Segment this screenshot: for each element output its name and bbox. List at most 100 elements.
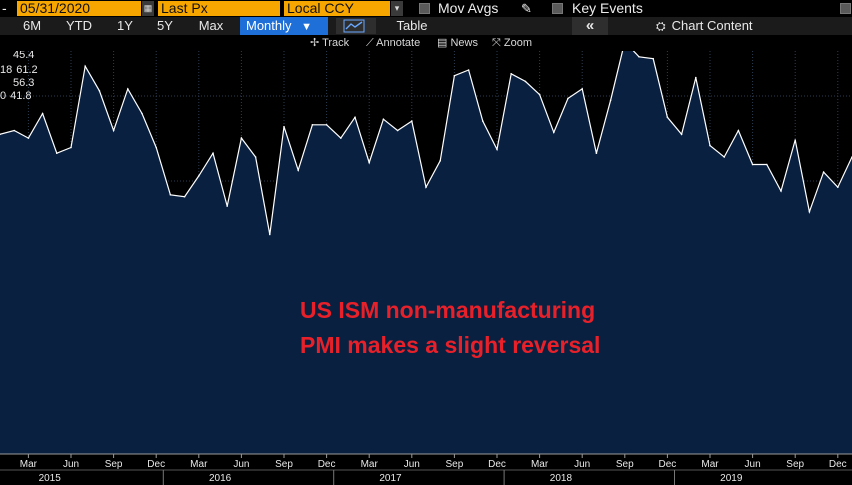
x-year-label: 2019: [720, 473, 743, 484]
data-point: [766, 163, 768, 166]
key-events-label[interactable]: Key Events: [572, 0, 643, 16]
data-point: [254, 156, 257, 158]
x-tick-label: Jun: [404, 459, 420, 470]
crosshair-icon: ✢: [310, 37, 320, 49]
data-point: [56, 152, 58, 154]
x-tick-label: Jun: [63, 459, 79, 470]
data-point: [524, 80, 527, 83]
annotation-line-2: PMI makes a slight reversal: [300, 332, 601, 358]
track-tool[interactable]: ✢ Track: [310, 36, 349, 50]
data-point: [382, 118, 385, 120]
x-tick-label: Jun: [745, 459, 761, 470]
data-point: [439, 160, 442, 162]
chart-content-label: Chart Content: [671, 18, 753, 33]
data-point: [297, 169, 300, 171]
x-year-label: 2016: [209, 473, 232, 484]
annotate-label: Annotate: [376, 37, 421, 49]
mov-avgs-checkbox[interactable]: [419, 3, 430, 14]
x-tick-label: Mar: [701, 459, 719, 470]
chevron-down-icon: ▼: [301, 21, 313, 33]
data-point: [13, 129, 15, 132]
y-legend: 45.4 18 61.2 56.3 0 41.8: [0, 49, 38, 102]
collapse-chevrons-icon[interactable]: «: [572, 17, 608, 35]
data-point: [737, 129, 740, 132]
legend-value-2: 18 61.2: [0, 64, 38, 76]
news-icon: ▤: [437, 37, 448, 49]
data-point: [794, 139, 796, 141]
data-point: [695, 76, 697, 79]
data-point: [581, 88, 583, 90]
data-point: [325, 124, 328, 126]
x-tick-label: Sep: [275, 459, 293, 470]
data-point: [70, 146, 72, 149]
pencil-icon: ⟋: [366, 37, 374, 49]
data-point: [212, 152, 214, 154]
data-point: [169, 194, 172, 196]
zoom-tool[interactable]: ⤧ Zoom: [492, 36, 532, 50]
annotation-line-1: US ISM non-manufacturing: [300, 297, 596, 323]
data-point: [751, 163, 754, 166]
period-ytd-button[interactable]: YTD: [66, 18, 92, 33]
x-year-label: 2015: [39, 473, 62, 484]
data-point: [723, 156, 725, 158]
extra-checkbox[interactable]: [840, 3, 851, 14]
news-tool[interactable]: ▤ News: [437, 36, 478, 50]
zoom-icon: ⤧: [492, 37, 501, 49]
data-point: [141, 112, 143, 115]
x-tick-label: Dec: [318, 459, 336, 470]
x-tick-label: Jun: [233, 459, 249, 470]
chevron-down-icon[interactable]: ▾: [391, 1, 403, 16]
data-point: [311, 124, 314, 126]
chart-type-button[interactable]: [336, 18, 376, 34]
data-point: [467, 69, 470, 71]
data-point: [41, 112, 44, 115]
x-tick-label: Sep: [786, 459, 804, 470]
data-point: [27, 137, 30, 139]
period-6m-button[interactable]: 6M: [22, 18, 42, 33]
x-year-label: 2017: [379, 473, 402, 484]
settings-icon: ⛭: [656, 19, 666, 33]
data-point: [680, 133, 683, 136]
data-point: [155, 146, 157, 149]
data-point: [453, 74, 456, 77]
data-point: [595, 152, 598, 154]
x-tick-label: Dec: [659, 459, 677, 470]
legend-value-4: 0 41.8: [0, 90, 32, 102]
data-point: [396, 129, 399, 132]
x-tick-label: Sep: [446, 459, 464, 470]
frequency-select[interactable]: Monthly ▼: [240, 17, 328, 35]
data-point: [666, 116, 669, 119]
data-point: [567, 97, 569, 100]
zoom-label: Zoom: [503, 37, 532, 49]
date-field[interactable]: 05/31/2020: [17, 1, 141, 16]
x-tick-label: Sep: [616, 459, 634, 470]
period-max-button[interactable]: Max: [198, 18, 224, 33]
frequency-label: Monthly: [246, 18, 292, 33]
annotate-tool[interactable]: ⟋ Annotate: [366, 36, 420, 50]
data-point: [538, 93, 541, 96]
chart-content-button[interactable]: ⛭ Chart Content: [656, 17, 796, 35]
x-tick-label: Dec: [488, 459, 506, 470]
data-point: [368, 161, 371, 164]
data-point: [780, 190, 782, 192]
tool-bar: ✢ Track ⟋ Annotate ▤ News ⤧ Zoom: [0, 35, 852, 51]
date-picker-button[interactable]: ▦: [142, 1, 154, 16]
data-point: [553, 131, 555, 134]
header-bar: - 05/31/2020 ▦ Last Px Local CCY ▾ Mov A…: [0, 0, 852, 17]
price-field-select[interactable]: Last Px: [158, 1, 280, 16]
data-points: [0, 40, 852, 236]
currency-select[interactable]: Local CCY: [284, 1, 390, 16]
data-point: [837, 186, 839, 188]
data-point: [496, 148, 498, 151]
period-5y-button[interactable]: 5Y: [157, 18, 173, 33]
key-events-checkbox[interactable]: [552, 3, 563, 14]
x-tick-label: Mar: [361, 459, 379, 470]
period-1y-button[interactable]: 1Y: [117, 18, 133, 33]
table-button[interactable]: Table: [396, 18, 428, 33]
mov-avgs-label[interactable]: Mov Avgs: [438, 0, 499, 16]
pencil-icon[interactable]: ✎: [521, 1, 532, 16]
menu-dash: -: [2, 0, 7, 16]
data-point: [240, 137, 243, 139]
period-bar: 6M YTD 1Y 5Y Max Monthly ▼ Table « ⛭ Char…: [0, 17, 852, 35]
